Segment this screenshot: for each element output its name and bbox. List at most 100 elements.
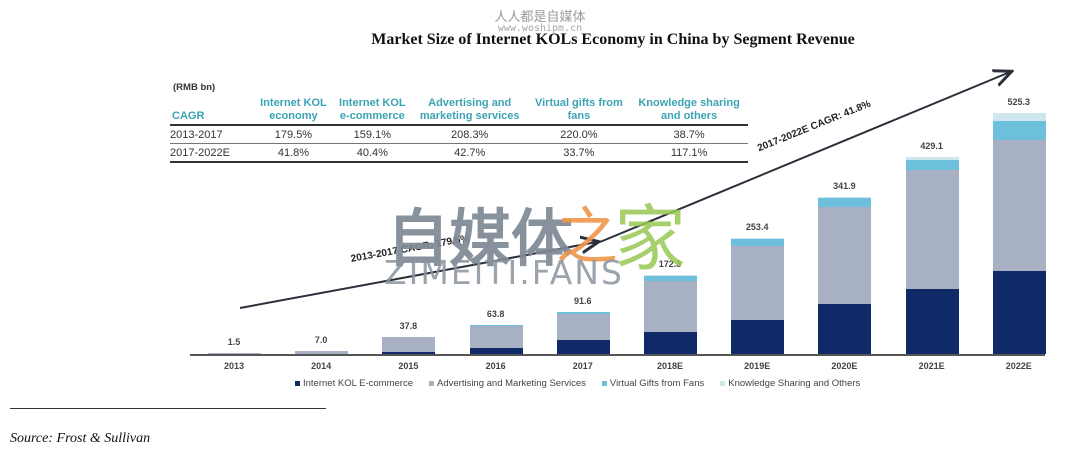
total-label: 63.8: [486, 308, 505, 319]
bar-segment: [469, 348, 523, 354]
legend-item-ecommerce: Internet KOL E-commerce: [295, 378, 413, 389]
bar-segment: [731, 246, 785, 320]
cell: 179.5%: [274, 128, 313, 141]
cell: 117.1%: [670, 146, 708, 159]
bar-segment: [905, 170, 959, 289]
total-label: 341.9: [833, 181, 856, 192]
x-tick-label: 2015: [398, 361, 419, 371]
table-row: 2013-2017 179.5% 159.1% 208.3% 220.0% 38…: [170, 125, 748, 144]
x-tick-label: 2013: [223, 361, 245, 371]
unit-label: (RMB bn): [173, 82, 216, 93]
cell: 33.7%: [563, 146, 595, 159]
x-axis-line: [190, 354, 1045, 356]
watermark-logo-jia: 家: [614, 197, 687, 281]
col-header-advertising: Advertising and marketing services: [419, 97, 520, 122]
watermark-url: www.woshipm.cn: [497, 23, 583, 34]
bar-segment: [556, 314, 610, 341]
col-header-knowledge: Knowledge sharing and others: [638, 97, 740, 122]
cell: 220.0%: [560, 128, 598, 141]
col-header-virtual-gifts: Virtual gifts from fans: [534, 97, 623, 122]
bar-segment: [818, 198, 872, 208]
bar-segment: [556, 312, 610, 315]
total-label: 7.0: [314, 334, 328, 345]
cagr-arrow-2013-2017: [239, 242, 597, 309]
bar-segment: [731, 319, 785, 354]
x-tick-label: 2017: [572, 361, 593, 371]
watermark-brand: ZIMEITI.FANS: [384, 253, 624, 292]
col-header-kol-ecommerce: Internet KOL e-commerce: [339, 97, 406, 122]
bar-2020E: [818, 197, 872, 354]
cagr-header: CAGR: [172, 110, 205, 122]
total-label: 91.6: [574, 295, 592, 306]
bar-2014: [295, 350, 349, 354]
bar-segment: [905, 157, 959, 160]
cell: 42.7%: [454, 146, 486, 159]
row-period: 2017-2022E: [170, 146, 230, 159]
bar-segment: [644, 274, 697, 277]
bar-segment: [905, 288, 959, 354]
legend-swatch: [295, 381, 300, 386]
bar-segment: [818, 197, 872, 199]
x-tick-label: 2019E: [744, 361, 771, 371]
total-label: 429.1: [920, 141, 943, 152]
bar-segment: [469, 326, 523, 349]
bar-segment: [818, 303, 872, 354]
legend: Internet KOL E-commerce Advertising and …: [295, 378, 860, 389]
bar-segment: [556, 340, 610, 354]
total-label: 172.3: [658, 258, 682, 269]
cagr-table: CAGR Internet KOL economy Internet KOL e-c…: [170, 97, 748, 163]
x-tick-label: 2014: [311, 361, 332, 371]
total-label: 253.4: [745, 221, 769, 232]
total-label: 525.3: [1007, 97, 1031, 107]
bar-segment: [905, 159, 959, 171]
cell: 208.3%: [451, 128, 489, 141]
table-row: 2017-2022E 41.8% 40.4% 42.7% 33.7% 117.1…: [170, 144, 748, 162]
row-period: 2013-2017: [170, 128, 223, 141]
cell: 40.4%: [356, 146, 388, 159]
source-note: Source: Frost & Sullivan: [10, 431, 151, 446]
bar-segment: [644, 280, 697, 332]
legend-swatch: [429, 381, 434, 386]
footnote-rule: [10, 408, 326, 409]
col-header-kol-economy: Internet KOL economy: [260, 97, 327, 122]
x-tick-label: 2020E: [831, 361, 858, 371]
bar-segment: [295, 351, 349, 354]
x-tick-label: 2022E: [1005, 361, 1032, 371]
cagr-arrow-2017-2022: [599, 72, 1010, 243]
x-tick-label: 2021E: [918, 361, 945, 371]
bar-segment: [992, 140, 1046, 271]
total-label: 1.5: [227, 337, 241, 348]
bar-segment: [382, 337, 436, 353]
bar-segment: [644, 276, 697, 281]
bar-2019E: [731, 237, 785, 354]
cell: 159.1%: [353, 128, 391, 141]
bar-2016: [469, 324, 523, 354]
bar-segment: [382, 352, 436, 354]
x-tick-label: 2018E: [656, 361, 684, 371]
bar-segment: [731, 237, 785, 240]
bar-segment: [644, 331, 697, 354]
bar-segment: [992, 121, 1046, 141]
total-label: 37.8: [399, 320, 418, 331]
bar-2013: [208, 353, 261, 354]
bar-segment: [992, 113, 1046, 122]
watermark-logo-text: 自媒体: [387, 202, 574, 275]
watermark-top-text: 人人都是自媒体: [494, 9, 586, 24]
chart-title: Market Size of Internet KOLs Economy in …: [371, 31, 855, 48]
watermark-logo-zhi: 之: [556, 200, 619, 273]
bar-2021E: [905, 157, 959, 354]
bar-segment: [992, 270, 1046, 354]
bar-2017: [556, 312, 610, 354]
legend-item-advertising: Advertising and Marketing Services: [429, 378, 586, 389]
x-tick-label: 2016: [485, 361, 506, 371]
bar-segment: [382, 336, 436, 338]
bar-segment: [731, 239, 785, 247]
legend-swatch: [601, 381, 607, 386]
bar-segment: [469, 324, 523, 327]
bar-segment: [818, 207, 872, 304]
bar-2018E: [644, 274, 697, 354]
cell: 38.7%: [673, 128, 705, 141]
bar-2022E: [992, 113, 1046, 354]
bar-2015: [382, 336, 436, 354]
